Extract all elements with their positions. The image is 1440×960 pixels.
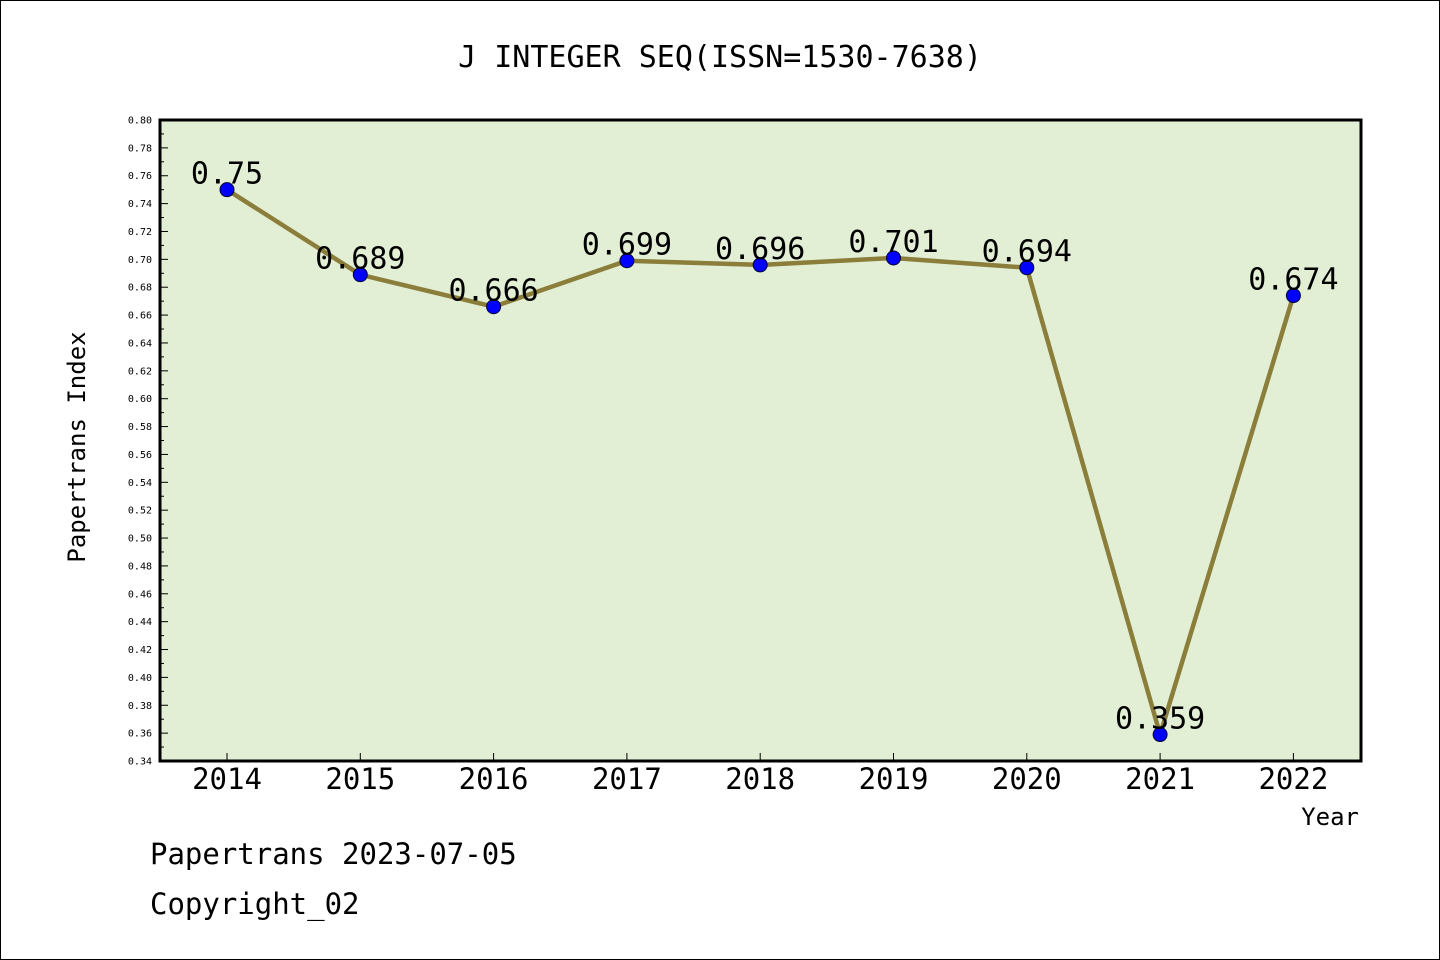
data-label: 0.674 [1248,263,1338,298]
data-point [352,267,368,283]
x-axis-title: Year [1301,803,1359,831]
data-label: 0.75 [191,157,263,192]
y-tick-label: 0.68 [128,283,152,294]
y-tick-label: 0.72 [128,227,152,238]
y-tick-label: 0.78 [128,143,152,154]
y-tick-label: 0.52 [128,506,152,517]
data-point [619,253,635,269]
x-tick-label: 2014 [192,762,262,796]
y-tick-label: 0.42 [128,645,152,656]
x-tick-label: 2021 [1125,762,1195,796]
y-tick-label: 0.74 [128,199,152,210]
data-label: 0.701 [848,225,938,260]
data-point [1285,288,1301,304]
y-tick-label: 0.50 [128,534,152,545]
x-tick-label: 2018 [725,762,795,796]
x-tick-label: 2020 [992,762,1062,796]
data-point [1152,727,1168,743]
y-tick-label: 0.76 [128,171,152,182]
y-tick-label: 0.46 [128,589,152,600]
data-point [1019,260,1035,276]
y-tick-label: 0.56 [128,450,152,461]
chart-title: J INTEGER SEQ(ISSN=1530-7638) [458,40,982,75]
data-label: 0.699 [582,228,672,263]
y-axis: 0.34 0.36 0.38 0.40 0.42 0.44 0.46 0.48 0.50 0.52… [128,116,168,768]
y-tick-label: 0.48 [128,561,152,572]
y-tick-label: 0.70 [128,255,152,266]
data-label: 0.359 [1115,702,1205,737]
data-point [486,299,502,315]
x-tick-label: 2022 [1258,762,1328,796]
footer-copyright: Copyright_02 [150,887,360,922]
x-tick-label: 2019 [859,762,929,796]
footer-date: Papertrans 2023-07-05 [150,837,517,871]
y-tick-label: 0.80 [128,116,152,127]
y-tick-label: 0.60 [128,394,152,405]
x-tick-label: 2016 [459,762,529,796]
y-tick-label: 0.36 [128,729,152,740]
data-point [752,257,768,273]
y-tick-label: 0.40 [128,673,152,684]
y-tick-label: 0.38 [128,701,152,712]
y-tick-label: 0.62 [128,366,152,377]
y-tick-label: 0.34 [128,757,152,768]
y-tick-label: 0.64 [128,338,152,349]
data-label: 0.696 [715,232,805,267]
y-tick-label: 0.66 [128,311,152,322]
y-axis-title: Papertrans Index [63,331,91,562]
series-layer: 0.75 0.689 0.666 0.699 0.696 0.701 0.694 0.359 0… [191,157,1339,743]
y-tick-label: 0.58 [128,422,152,433]
y-tick-label: 0.54 [128,478,152,489]
data-label: 0.689 [315,242,405,277]
data-label: 0.666 [448,274,538,309]
plot-area [158,118,1363,763]
data-label: 0.694 [982,235,1072,270]
data-point [886,250,901,266]
x-axis: 2014 2015 2016 2017 2018 2019 2020 2021 2022 [192,753,1328,796]
y-tick-label: 0.44 [128,617,152,628]
x-tick-label: 2015 [325,762,395,796]
x-tick-label: 2017 [592,762,662,796]
data-point [219,182,235,198]
